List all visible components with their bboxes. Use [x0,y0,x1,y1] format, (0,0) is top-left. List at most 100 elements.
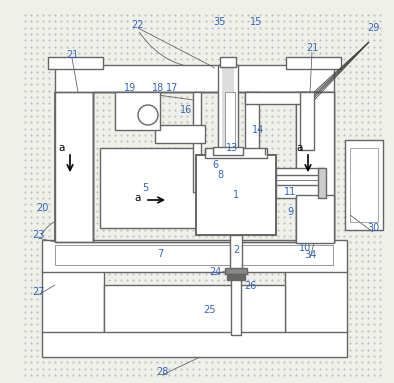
Bar [296,90,334,242]
Point [310,321,317,327]
Point [305,132,311,138]
Point [371,303,377,309]
Point [46,157,52,163]
Point [52,37,58,43]
Point [275,18,281,25]
Point [142,195,149,201]
Point [208,233,215,239]
Point [64,214,70,220]
Point [82,290,88,296]
Point [28,94,34,100]
Point [160,340,167,347]
Point [118,265,125,271]
Point [341,227,347,233]
Point [190,265,197,271]
Point [178,25,185,31]
Point [227,132,233,138]
Point [166,189,173,195]
Point [118,290,125,296]
Point [142,50,149,56]
Point [184,100,191,106]
Point [269,56,275,62]
Point [82,334,88,340]
Point [377,157,383,163]
Point [256,44,263,50]
Point [100,132,106,138]
Point [251,56,257,62]
Point [88,347,94,353]
Point [251,151,257,157]
Point [142,126,149,132]
Point [262,75,269,81]
Point [293,340,299,347]
Point [203,277,209,283]
Point [227,347,233,353]
Point [178,182,185,188]
Point [34,353,40,359]
Point [82,201,88,208]
Point [377,283,383,290]
Point [136,170,143,176]
Point [82,252,88,258]
Point [154,265,160,271]
Point [88,25,94,31]
Point [220,37,227,43]
Point [34,296,40,302]
Point [154,157,160,163]
Point [76,88,82,94]
Point [227,296,233,302]
Point [112,195,119,201]
Point [148,227,154,233]
Point [40,88,46,94]
Point [286,31,293,37]
Point [208,82,215,88]
Point [293,176,299,182]
Point [232,265,239,271]
Point [220,94,227,100]
Point [106,25,112,31]
Point [154,366,160,372]
Point [256,214,263,220]
Point [323,303,329,309]
Point [262,227,269,233]
Point [88,321,94,327]
Point [64,334,70,340]
Point [269,347,275,353]
Point [232,75,239,81]
Bar [276,168,324,198]
Point [275,144,281,151]
Point [130,82,136,88]
Point [269,321,275,327]
Point [196,107,203,113]
Point [148,214,154,220]
Point [262,359,269,365]
Point [34,309,40,315]
Point [178,37,185,43]
Point [293,37,299,43]
Point [353,56,359,62]
Point [70,82,76,88]
Point [208,119,215,125]
Point [281,157,287,163]
Point [323,214,329,220]
Point [160,290,167,296]
Point [220,44,227,50]
Point [70,309,76,315]
Point [148,265,154,271]
Point [203,239,209,246]
Point [136,12,143,18]
Point [166,75,173,81]
Point [124,170,130,176]
Point [94,107,100,113]
Point [178,220,185,226]
Point [317,328,323,334]
Point [377,144,383,151]
Point [118,246,125,252]
Point [28,315,34,321]
Point [353,82,359,88]
Point [299,189,305,195]
Point [58,75,64,81]
Point [208,283,215,290]
Point [124,75,130,81]
Point [329,328,335,334]
